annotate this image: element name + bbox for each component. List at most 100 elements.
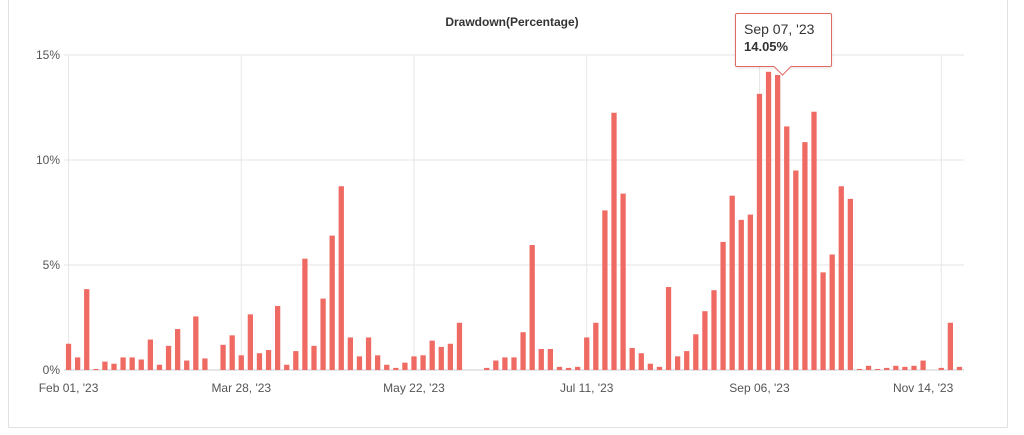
bar[interactable] bbox=[238, 355, 244, 370]
bar[interactable] bbox=[547, 349, 553, 370]
bar[interactable] bbox=[875, 368, 881, 370]
bar[interactable] bbox=[856, 368, 863, 370]
bar[interactable] bbox=[884, 367, 890, 370]
bar[interactable] bbox=[284, 364, 290, 370]
bar[interactable] bbox=[565, 367, 572, 370]
bar[interactable] bbox=[920, 360, 926, 370]
bar[interactable] bbox=[575, 366, 581, 370]
bar[interactable] bbox=[793, 170, 799, 371]
y-tick-label: 15% bbox=[36, 48, 60, 62]
bar[interactable] bbox=[111, 363, 117, 370]
bar[interactable] bbox=[311, 345, 317, 370]
bar[interactable] bbox=[820, 272, 826, 370]
bar[interactable] bbox=[329, 235, 335, 370]
bar[interactable] bbox=[356, 356, 363, 370]
bar[interactable] bbox=[729, 195, 735, 370]
bar[interactable] bbox=[229, 335, 235, 370]
bar[interactable] bbox=[138, 359, 144, 371]
bar[interactable] bbox=[720, 241, 726, 370]
bar[interactable] bbox=[393, 367, 399, 370]
bar[interactable] bbox=[175, 329, 181, 370]
bar[interactable] bbox=[493, 360, 499, 370]
bar[interactable] bbox=[693, 334, 699, 370]
bar[interactable] bbox=[711, 290, 717, 370]
bar[interactable] bbox=[529, 245, 535, 370]
bar[interactable] bbox=[375, 355, 381, 370]
chart-title: Drawdown(Percentage) bbox=[445, 15, 579, 29]
bar[interactable] bbox=[602, 210, 608, 370]
bar[interactable] bbox=[538, 349, 544, 370]
bar[interactable] bbox=[838, 186, 844, 370]
bar[interactable] bbox=[847, 198, 853, 370]
bar[interactable] bbox=[593, 322, 599, 370]
bar[interactable] bbox=[84, 289, 90, 370]
bar[interactable] bbox=[747, 214, 753, 370]
x-tick-label: Nov 14, '23 bbox=[893, 381, 954, 395]
bar[interactable] bbox=[102, 361, 108, 370]
bar[interactable] bbox=[893, 365, 899, 370]
bar[interactable] bbox=[684, 351, 690, 370]
bar[interactable] bbox=[120, 357, 126, 370]
bar[interactable] bbox=[611, 112, 617, 370]
bar[interactable] bbox=[347, 337, 353, 370]
bar[interactable] bbox=[802, 142, 808, 370]
bar[interactable] bbox=[938, 367, 944, 370]
bar[interactable] bbox=[784, 126, 790, 371]
bar[interactable] bbox=[93, 368, 99, 370]
bar[interactable] bbox=[584, 337, 590, 370]
bar[interactable] bbox=[156, 364, 163, 370]
bar[interactable] bbox=[220, 344, 226, 370]
bar[interactable] bbox=[765, 71, 772, 371]
bar[interactable] bbox=[420, 355, 426, 370]
bar[interactable] bbox=[365, 337, 372, 370]
bar[interactable] bbox=[911, 365, 917, 370]
bar[interactable] bbox=[384, 364, 390, 370]
bar[interactable] bbox=[193, 316, 199, 370]
bar[interactable] bbox=[811, 111, 817, 370]
y-tick-label: 10% bbox=[36, 153, 60, 167]
bar[interactable] bbox=[502, 357, 508, 370]
bar[interactable] bbox=[756, 93, 763, 370]
bar[interactable] bbox=[829, 254, 835, 371]
bar[interactable] bbox=[184, 360, 190, 370]
x-tick-label: Mar 28, '23 bbox=[211, 381, 271, 395]
bar[interactable] bbox=[620, 193, 626, 370]
bar[interactable] bbox=[484, 367, 490, 370]
bar[interactable] bbox=[402, 362, 408, 370]
bar[interactable] bbox=[656, 366, 663, 370]
bar[interactable] bbox=[147, 339, 153, 370]
bar[interactable] bbox=[738, 219, 744, 370]
bar[interactable] bbox=[338, 186, 344, 370]
bar[interactable] bbox=[247, 314, 253, 370]
bar[interactable] bbox=[320, 298, 326, 370]
bar[interactable] bbox=[429, 340, 435, 370]
bar[interactable] bbox=[865, 365, 872, 370]
bar[interactable] bbox=[947, 322, 953, 370]
bar[interactable] bbox=[902, 366, 908, 370]
bar[interactable] bbox=[647, 363, 653, 370]
bar[interactable] bbox=[638, 353, 644, 370]
bar[interactable] bbox=[129, 357, 135, 370]
bar[interactable] bbox=[511, 357, 517, 370]
bar[interactable] bbox=[702, 311, 708, 370]
bar[interactable] bbox=[675, 356, 681, 370]
bar[interactable] bbox=[438, 346, 444, 370]
bar[interactable] bbox=[302, 258, 308, 370]
bar[interactable] bbox=[256, 353, 263, 370]
bar[interactable] bbox=[75, 357, 81, 370]
bar[interactable] bbox=[775, 74, 781, 370]
bar[interactable] bbox=[202, 358, 208, 370]
bar[interactable] bbox=[293, 351, 299, 370]
bar[interactable] bbox=[456, 322, 463, 370]
bar[interactable] bbox=[956, 366, 963, 370]
bar[interactable] bbox=[275, 305, 281, 370]
bar[interactable] bbox=[520, 332, 526, 370]
bar[interactable] bbox=[165, 345, 172, 370]
bar[interactable] bbox=[65, 343, 72, 370]
bar[interactable] bbox=[447, 343, 453, 370]
bar[interactable] bbox=[411, 356, 417, 370]
bar[interactable] bbox=[265, 350, 272, 370]
bar[interactable] bbox=[556, 366, 563, 370]
bar[interactable] bbox=[665, 287, 672, 370]
bar[interactable] bbox=[629, 347, 635, 370]
